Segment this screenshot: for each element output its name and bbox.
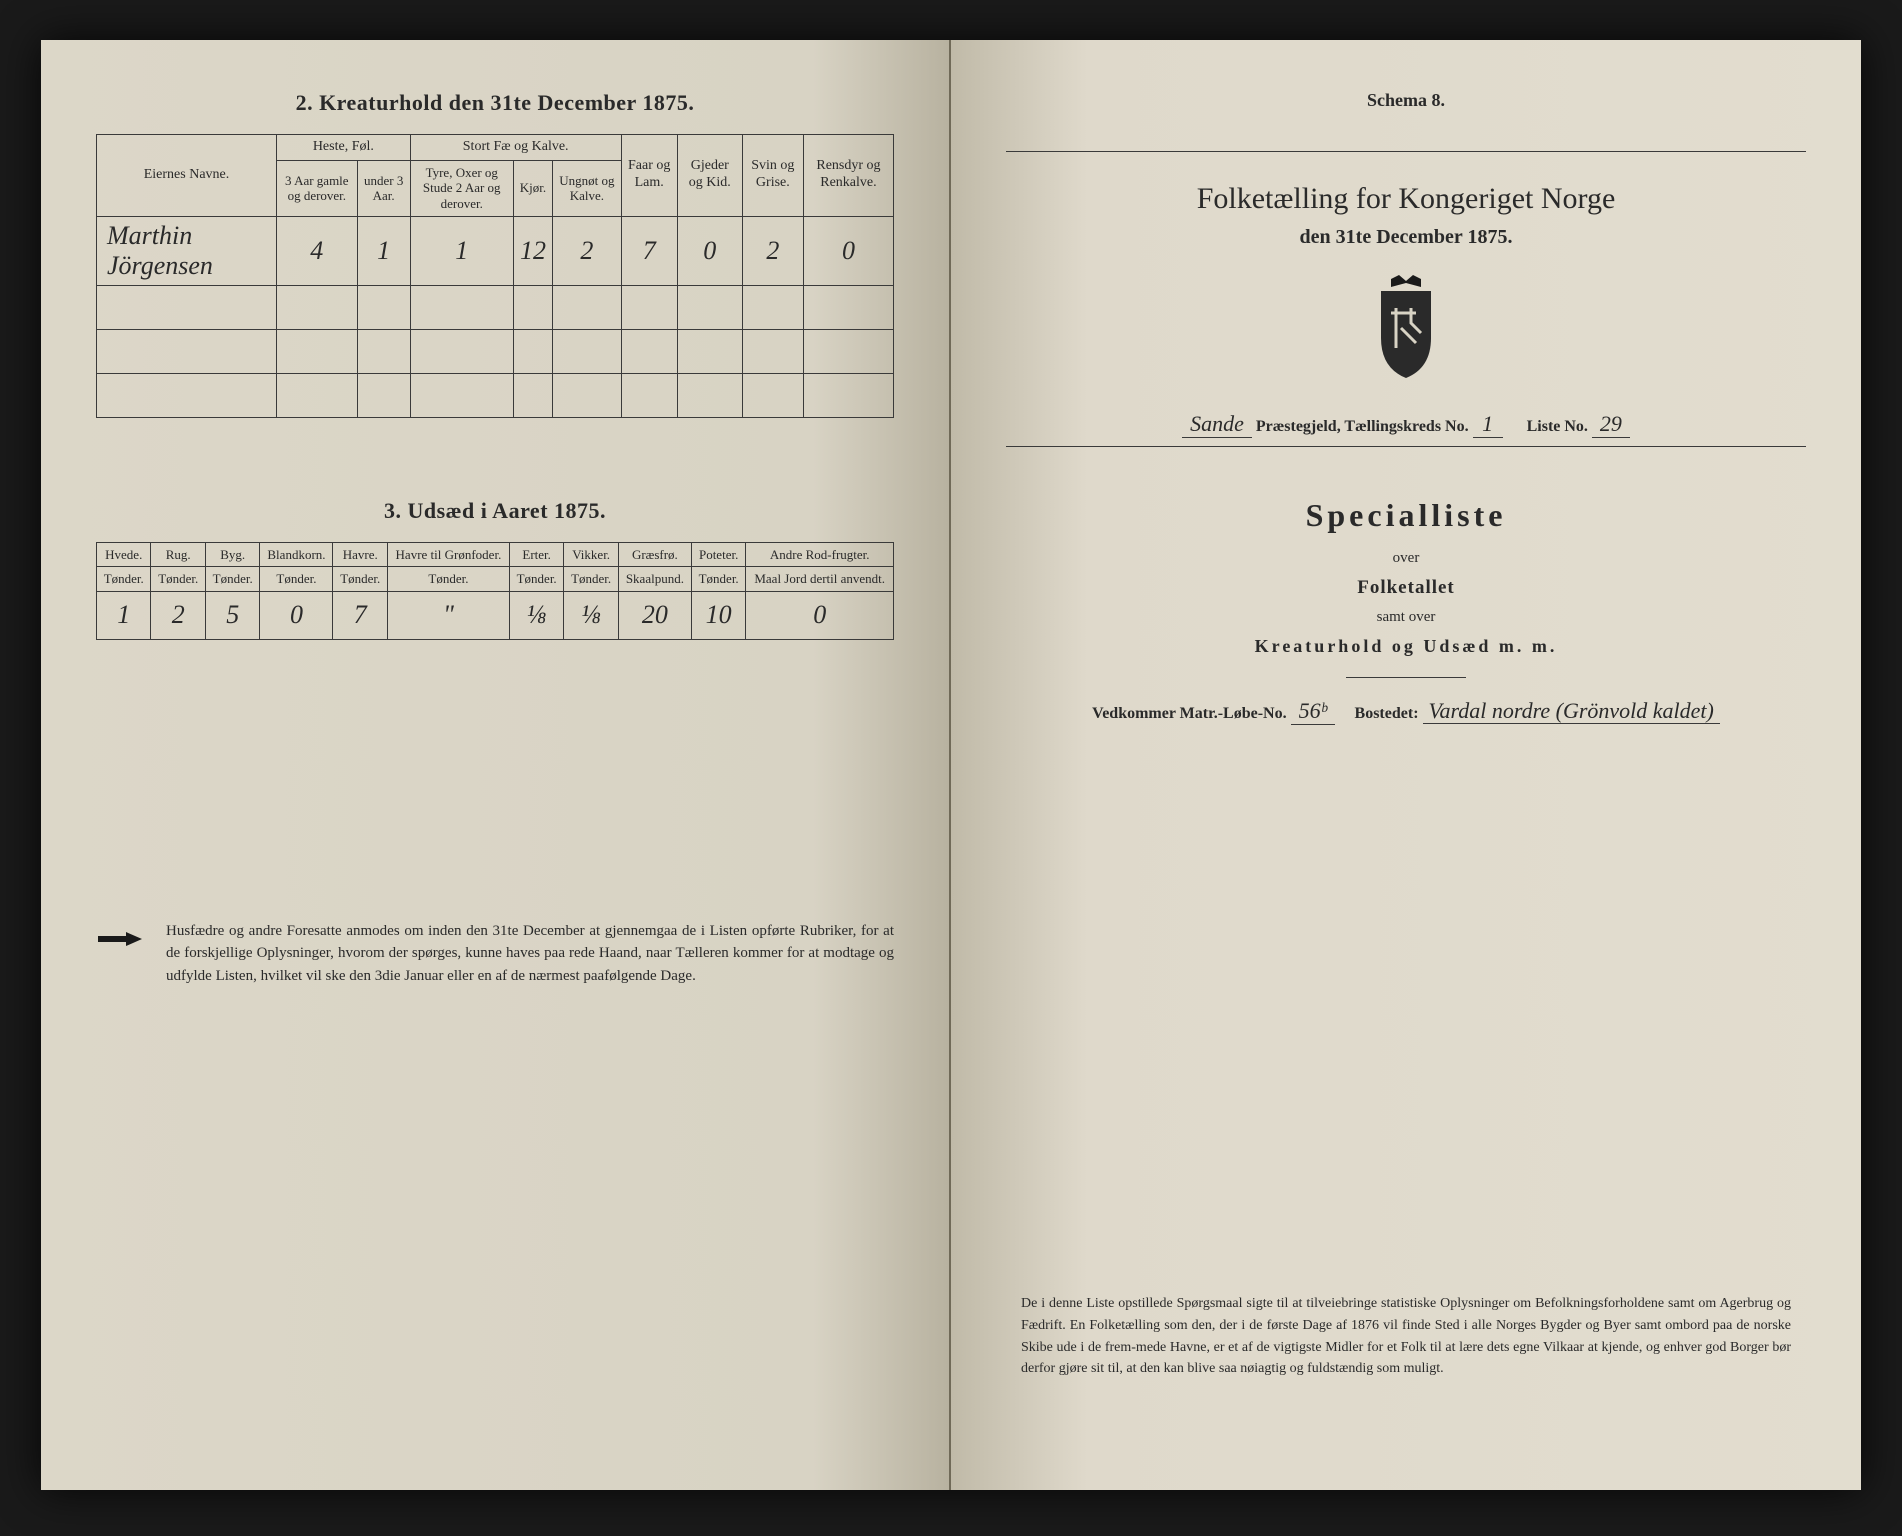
unit: Tønder. <box>97 567 151 592</box>
schema-label: Schema 8. <box>1006 90 1806 111</box>
col: Havre. <box>333 542 387 567</box>
divider <box>1346 677 1466 678</box>
footnote-text: Husfædre og andre Foresatte anmodes om i… <box>166 920 894 988</box>
cell: 12 <box>513 216 552 285</box>
bosted: Vardal nordre (Grönvold kaldet) <box>1423 698 1720 724</box>
col: Erter. <box>509 542 563 567</box>
col-svin: Svin og Grise. <box>742 135 803 217</box>
cell: 0 <box>260 591 333 639</box>
col: Poteter. <box>691 542 745 567</box>
specialliste-title: Specialliste <box>1006 497 1806 534</box>
unit: Tønder. <box>333 567 387 592</box>
cell: 2 <box>742 216 803 285</box>
unit: Tønder. <box>691 567 745 592</box>
unit: Tønder. <box>260 567 333 592</box>
pointing-hand-icon <box>96 924 146 954</box>
col-heste2: under 3 Aar. <box>357 160 410 216</box>
parish-name: Sande <box>1182 411 1252 438</box>
col-rensdyr: Rensdyr og Renkalve. <box>803 135 893 217</box>
table-row <box>97 329 894 373</box>
col-gjeder: Gjeder og Kid. <box>677 135 742 217</box>
cell: 5 <box>205 591 259 639</box>
cell: " <box>387 591 509 639</box>
census-date: den 31te December 1875. <box>1006 226 1806 249</box>
col-stort3: Ungnøt og Kalve. <box>553 160 621 216</box>
sub: over <box>1006 550 1806 567</box>
seed-table: Hvede. Rug. Byg. Blandkorn. Havre. Havre… <box>96 542 894 640</box>
table-row: 1 2 5 0 7 " ⅛ ⅛ 20 10 0 <box>97 591 894 639</box>
col: Blandkorn. <box>260 542 333 567</box>
cell: 1 <box>97 591 151 639</box>
matr-no: 56ᵇ <box>1291 698 1335 725</box>
col-faar: Faar og Lam. <box>621 135 677 217</box>
col-name: Eiernes Navne. <box>97 135 277 217</box>
cell: 20 <box>618 591 691 639</box>
col: Rug. <box>151 542 205 567</box>
right-page: Schema 8. Folketælling for Kongeriget No… <box>951 40 1861 1490</box>
cell: 2 <box>553 216 621 285</box>
table-row <box>97 285 894 329</box>
scanned-book: 2. Kreaturhold den 31te December 1875. E… <box>41 40 1861 1490</box>
cell: 1 <box>357 216 410 285</box>
cell: 4 <box>277 216 358 285</box>
col: Byg. <box>205 542 259 567</box>
cell: 7 <box>621 216 677 285</box>
cell: ⅛ <box>564 591 618 639</box>
kreds-no: 1 <box>1473 411 1503 438</box>
table-row <box>97 373 894 417</box>
unit: Tønder. <box>564 567 618 592</box>
left-page: 2. Kreaturhold den 31te December 1875. E… <box>41 40 951 1490</box>
liste-no: 29 <box>1592 411 1630 438</box>
col: Andre Rod-frugter. <box>746 542 894 567</box>
sub: samt over <box>1006 609 1806 626</box>
unit: Tønder. <box>387 567 509 592</box>
cell: 7 <box>333 591 387 639</box>
cell: 0 <box>803 216 893 285</box>
cell: 0 <box>677 216 742 285</box>
unit: Tønder. <box>205 567 259 592</box>
livestock-table: Eiernes Navne. Heste, Føl. Stort Fæ og K… <box>96 134 894 418</box>
cell: 10 <box>691 591 745 639</box>
matr-line: Vedkommer Matr.-Løbe-No. 56ᵇ Bostedet: V… <box>1006 698 1806 725</box>
label: Liste No. <box>1527 418 1588 435</box>
cell: ⅛ <box>509 591 563 639</box>
col-stort1: Tyre, Oxer og Stude 2 Aar og derover. <box>410 160 513 216</box>
label: Bostedet: <box>1355 705 1419 722</box>
census-title: Folketælling for Kongeriget Norge <box>1006 182 1806 216</box>
col-heste1: 3 Aar gamle og derover. <box>277 160 358 216</box>
label: Præstegjeld, Tællingskreds No. <box>1256 418 1469 435</box>
left-footnote: Husfædre og andre Foresatte anmodes om i… <box>96 920 894 988</box>
table-row: Marthin Jörgensen 4 1 1 12 2 7 0 2 0 <box>97 216 894 285</box>
unit: Maal Jord dertil anvendt. <box>746 567 894 592</box>
col: Vikker. <box>564 542 618 567</box>
divider <box>1006 151 1806 152</box>
col: Græsfrø. <box>618 542 691 567</box>
unit: Tønder. <box>509 567 563 592</box>
label: Vedkommer Matr.-Løbe-No. <box>1092 705 1287 722</box>
owner-name: Marthin Jörgensen <box>97 216 277 285</box>
right-footnote: De i denne Liste opstillede Spørgsmaal s… <box>1021 1293 1791 1380</box>
divider <box>1006 446 1806 447</box>
coat-of-arms-icon <box>1361 273 1451 383</box>
col-group-heste: Heste, Føl. <box>277 135 411 161</box>
sub: Kreaturhold og Udsæd m. m. <box>1006 636 1806 657</box>
col-group-stort: Stort Fæ og Kalve. <box>410 135 621 161</box>
sub: Folketallet <box>1006 577 1806 599</box>
cell: 1 <box>410 216 513 285</box>
col: Hvede. <box>97 542 151 567</box>
col: Havre til Grønfoder. <box>387 542 509 567</box>
table3-title: 3. Udsæd i Aaret 1875. <box>96 498 894 524</box>
cell: 0 <box>746 591 894 639</box>
unit: Skaalpund. <box>618 567 691 592</box>
parish-line: Sande Præstegjeld, Tællingskreds No. 1 L… <box>1006 411 1806 438</box>
table2-title: 2. Kreaturhold den 31te December 1875. <box>96 90 894 116</box>
cell: 2 <box>151 591 205 639</box>
unit: Tønder. <box>151 567 205 592</box>
col-stort2: Kjør. <box>513 160 552 216</box>
